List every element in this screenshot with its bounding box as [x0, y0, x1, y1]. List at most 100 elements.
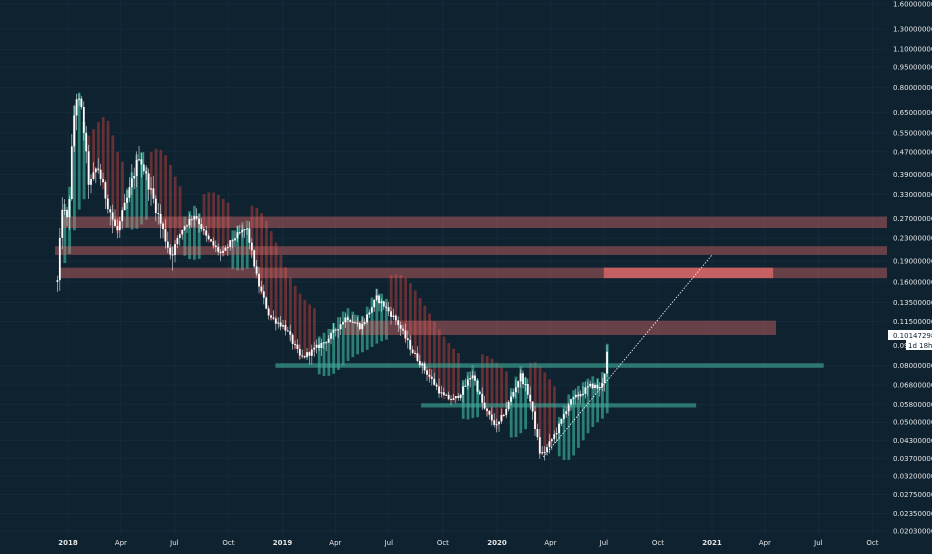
candle-body[interactable] [186, 225, 188, 227]
candle-body[interactable] [255, 266, 258, 274]
candle-body[interactable] [265, 297, 268, 309]
candle-body[interactable] [562, 414, 565, 419]
candle-body[interactable] [159, 213, 162, 224]
candle-body[interactable] [514, 387, 517, 393]
candle-body[interactable] [339, 324, 342, 330]
candle-body[interactable] [411, 349, 414, 353]
candle-body[interactable] [248, 228, 251, 243]
candle-body[interactable] [447, 394, 450, 400]
candle-body[interactable] [606, 351, 608, 374]
candle-body[interactable] [373, 299, 376, 308]
candle-body[interactable] [157, 213, 160, 215]
candle-body[interactable] [164, 229, 167, 242]
candle-body[interactable] [114, 219, 116, 226]
candle-body[interactable] [162, 223, 164, 230]
candle-body[interactable] [135, 159, 138, 177]
candle-body[interactable] [61, 209, 64, 238]
candle-body[interactable] [66, 209, 68, 218]
candle-body[interactable] [406, 338, 409, 341]
candle-body[interactable] [409, 340, 412, 350]
candle-body[interactable] [236, 232, 239, 239]
candle-body[interactable] [142, 164, 145, 172]
candle-body[interactable] [397, 320, 400, 326]
candle-body[interactable] [80, 98, 83, 108]
candle-body[interactable] [582, 393, 584, 395]
candle-body[interactable] [183, 226, 186, 230]
candle-body[interactable] [154, 198, 157, 214]
candle-body[interactable] [565, 411, 568, 415]
candle-body[interactable] [70, 146, 73, 200]
candle-body[interactable] [392, 315, 395, 317]
candle-body[interactable] [385, 306, 388, 308]
candle-body[interactable] [464, 385, 467, 387]
candle-body[interactable] [152, 188, 155, 199]
candle-body[interactable] [538, 437, 541, 454]
candle-body[interactable] [140, 159, 143, 165]
candle-body[interactable] [584, 387, 587, 394]
candle-body[interactable] [200, 224, 203, 229]
candle-body[interactable] [498, 421, 500, 425]
candle-body[interactable] [342, 322, 344, 325]
candle-body[interactable] [166, 241, 169, 248]
candle-body[interactable] [440, 392, 443, 394]
candle-body[interactable] [87, 151, 90, 185]
candle-body[interactable] [354, 322, 356, 324]
candle-body[interactable] [78, 98, 80, 100]
candle-body[interactable] [286, 330, 289, 332]
candle-body[interactable] [73, 115, 76, 147]
candle-body[interactable] [82, 107, 85, 133]
candle-body[interactable] [270, 315, 272, 318]
candle-body[interactable] [560, 418, 563, 424]
candle-body[interactable] [289, 331, 292, 335]
candle-body[interactable] [426, 370, 428, 375]
candle-body[interactable] [543, 451, 546, 453]
candle-body[interactable] [558, 423, 560, 433]
candle-body[interactable] [274, 318, 277, 324]
candle-body[interactable] [68, 199, 71, 218]
candle-body[interactable] [361, 323, 364, 330]
candle-body[interactable] [205, 230, 208, 236]
candle-body[interactable] [277, 322, 280, 324]
candle-body[interactable] [478, 391, 481, 394]
candle-body[interactable] [250, 242, 253, 251]
candle-body[interactable] [476, 380, 479, 392]
candle-body[interactable] [378, 295, 380, 304]
candle-body[interactable] [466, 379, 469, 386]
candle-body[interactable] [272, 317, 275, 319]
candle-body[interactable] [116, 225, 119, 231]
candle-body[interactable] [382, 301, 385, 307]
candle-body[interactable] [94, 168, 97, 173]
candle-body[interactable] [229, 240, 232, 248]
candle-body[interactable] [145, 171, 148, 174]
candle-body[interactable] [111, 212, 114, 220]
candle-body[interactable] [517, 381, 520, 388]
candle-body[interactable] [133, 176, 136, 179]
candle-body[interactable] [428, 374, 431, 377]
candle-body[interactable] [512, 392, 515, 397]
candle-body[interactable] [118, 221, 121, 231]
candle-body[interactable] [301, 355, 304, 357]
resistance-zone[interactable] [59, 267, 887, 279]
candle-body[interactable] [92, 172, 95, 179]
candle-body[interactable] [579, 394, 582, 397]
candle-body[interactable] [202, 228, 205, 231]
candle-body[interactable] [128, 187, 131, 198]
candle-body[interactable] [356, 322, 359, 324]
candle-body[interactable] [147, 173, 150, 190]
candle-body[interactable] [493, 420, 496, 425]
candle-body[interactable] [423, 363, 426, 371]
candle-body[interactable] [524, 384, 527, 386]
support-zone[interactable] [275, 363, 824, 368]
candle-body[interactable] [471, 375, 474, 379]
candle-body[interactable] [418, 360, 421, 366]
candle-body[interactable] [138, 159, 140, 161]
candle-body[interactable] [589, 383, 592, 387]
candle-body[interactable] [430, 376, 433, 379]
candle-body[interactable] [399, 325, 402, 329]
candle-body[interactable] [469, 378, 472, 380]
candlesticks[interactable] [56, 92, 608, 461]
candle-body[interactable] [550, 439, 553, 442]
candle-body[interactable] [75, 99, 78, 116]
candle-body[interactable] [450, 399, 452, 401]
candle-body[interactable] [207, 235, 210, 240]
